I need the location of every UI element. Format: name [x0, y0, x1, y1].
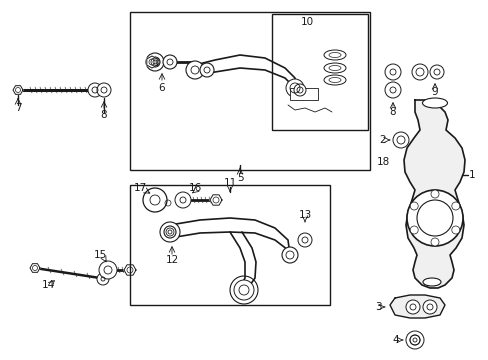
Polygon shape — [124, 265, 136, 275]
Circle shape — [234, 280, 253, 300]
Circle shape — [411, 64, 427, 80]
Circle shape — [405, 331, 423, 349]
Circle shape — [451, 202, 459, 210]
Ellipse shape — [422, 278, 440, 286]
Bar — [130, 12, 369, 170]
Circle shape — [451, 226, 459, 234]
Text: 8: 8 — [101, 110, 107, 120]
Bar — [271, 14, 367, 130]
Text: 4: 4 — [392, 335, 399, 345]
Ellipse shape — [324, 63, 346, 73]
Circle shape — [405, 300, 419, 314]
Text: 10: 10 — [300, 17, 313, 27]
Circle shape — [409, 202, 417, 210]
Text: 1: 1 — [468, 170, 474, 180]
Text: 9: 9 — [431, 87, 437, 97]
Circle shape — [146, 53, 163, 71]
Text: 11: 11 — [223, 178, 236, 188]
Text: 6: 6 — [159, 83, 165, 93]
Circle shape — [97, 273, 109, 285]
Text: 12: 12 — [165, 255, 178, 265]
Circle shape — [285, 79, 304, 97]
Circle shape — [200, 63, 214, 77]
Circle shape — [160, 222, 180, 242]
Circle shape — [142, 188, 167, 212]
Polygon shape — [30, 264, 40, 272]
Circle shape — [409, 226, 417, 234]
Circle shape — [430, 238, 438, 246]
Circle shape — [150, 57, 160, 67]
Text: 18: 18 — [376, 157, 389, 167]
Circle shape — [297, 233, 311, 247]
Bar — [130, 185, 329, 305]
Text: 2: 2 — [379, 135, 386, 145]
Polygon shape — [229, 232, 256, 288]
Polygon shape — [170, 218, 289, 255]
Text: 7: 7 — [15, 103, 21, 113]
Circle shape — [409, 335, 419, 345]
Polygon shape — [403, 100, 464, 288]
Text: 15: 15 — [93, 250, 106, 260]
Circle shape — [406, 190, 462, 246]
Text: 17: 17 — [133, 183, 146, 193]
Ellipse shape — [324, 50, 346, 60]
Circle shape — [422, 300, 436, 314]
Circle shape — [175, 192, 191, 208]
Text: 13: 13 — [298, 210, 311, 220]
Ellipse shape — [324, 75, 346, 85]
Circle shape — [429, 65, 443, 79]
Circle shape — [163, 226, 176, 238]
Ellipse shape — [422, 98, 447, 108]
Circle shape — [293, 84, 305, 96]
Circle shape — [430, 190, 438, 198]
Text: 14: 14 — [41, 280, 55, 290]
Circle shape — [99, 261, 117, 279]
Text: 3: 3 — [374, 302, 381, 312]
Circle shape — [282, 247, 297, 263]
Circle shape — [163, 55, 177, 69]
Text: 8: 8 — [389, 107, 395, 117]
Bar — [289, 88, 317, 100]
Circle shape — [88, 83, 102, 97]
Polygon shape — [146, 56, 157, 68]
Polygon shape — [195, 55, 294, 88]
Text: 5: 5 — [236, 173, 243, 183]
Polygon shape — [389, 295, 444, 318]
Polygon shape — [13, 86, 23, 94]
Circle shape — [185, 61, 203, 79]
Circle shape — [97, 83, 111, 97]
Circle shape — [392, 132, 408, 148]
Circle shape — [384, 82, 400, 98]
Text: 16: 16 — [188, 183, 201, 193]
Polygon shape — [209, 195, 222, 205]
Circle shape — [384, 64, 400, 80]
